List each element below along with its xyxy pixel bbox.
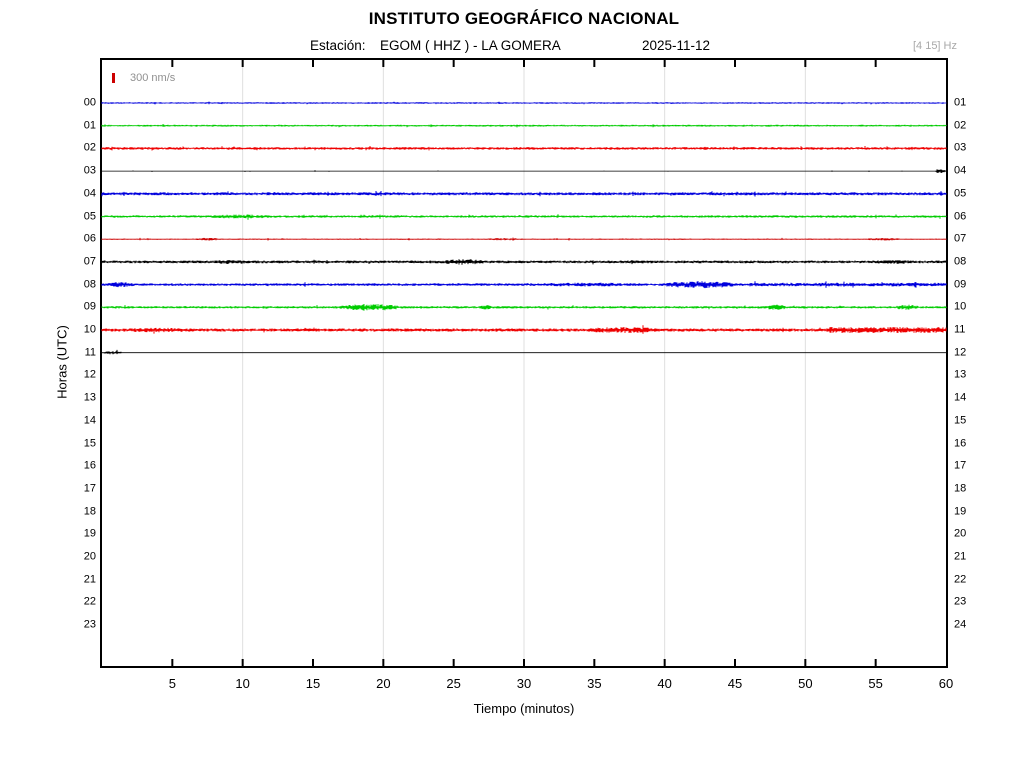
right-hour-label-07: 07	[954, 232, 967, 245]
trace-hour-00	[101, 101, 947, 105]
x-tick-label-45: 45	[727, 676, 743, 691]
right-hour-label-13: 13	[954, 368, 967, 381]
x-tick-label-15: 15	[305, 676, 321, 691]
left-hour-label-11: 11	[84, 346, 96, 359]
right-hour-label-09: 09	[954, 278, 967, 291]
trace-hour-03	[101, 169, 947, 173]
amplitude-scale-label: 300 nm/s	[130, 72, 176, 84]
right-hour-label-04: 04	[954, 164, 967, 177]
left-hour-label-06: 06	[83, 232, 96, 245]
trace-hour-02	[101, 146, 947, 151]
right-hour-label-02: 02	[954, 119, 967, 132]
trace-hour-01	[101, 124, 947, 128]
right-hour-label-20: 20	[954, 527, 967, 540]
record-date: 2025-11-12	[642, 38, 711, 53]
right-hour-label-11: 11	[954, 323, 966, 336]
helicorder-plot	[100, 58, 948, 668]
left-hour-label-09: 09	[83, 300, 96, 313]
trace-hour-06	[101, 237, 947, 241]
right-hour-label-22: 22	[954, 573, 967, 586]
right-hour-label-10: 10	[954, 300, 967, 313]
x-tick-label-50: 50	[798, 676, 813, 691]
left-hour-label-04: 04	[83, 187, 96, 200]
right-hour-label-06: 06	[954, 210, 967, 222]
right-hour-label-03: 03	[954, 141, 967, 154]
station-label: Estación:	[310, 38, 366, 53]
x-tick-label-25: 25	[446, 676, 461, 691]
trace-hour-07	[101, 259, 947, 265]
left-hour-label-14: 14	[83, 414, 96, 427]
trace-hour-09	[101, 304, 947, 311]
x-tick-label-30: 30	[516, 676, 532, 691]
left-hour-label-20: 20	[83, 550, 96, 563]
right-hour-label-18: 18	[954, 482, 967, 495]
x-tick-label-10: 10	[235, 676, 250, 691]
right-hour-label-16: 16	[954, 437, 967, 449]
right-hour-label-08: 08	[954, 255, 967, 268]
bandpass-filter-label: [4 15] Hz	[912, 40, 957, 52]
trace-hour-10	[101, 325, 947, 334]
x-tick-label-55: 55	[868, 676, 883, 691]
left-hour-label-18: 18	[83, 505, 96, 518]
page-title: INSTITUTO GEOGRÁFICO NACIONAL	[368, 9, 680, 28]
left-hour-label-10: 10	[83, 323, 96, 336]
left-hour-label-01: 01	[83, 119, 96, 132]
x-tick-label-20: 20	[376, 676, 391, 691]
left-hour-label-13: 13	[83, 391, 96, 404]
left-hour-label-00: 00	[83, 96, 96, 109]
left-hour-label-05: 05	[83, 210, 96, 222]
right-hour-label-15: 15	[954, 414, 967, 427]
x-tick-label-5: 5	[168, 676, 176, 691]
right-hour-label-17: 17	[954, 459, 967, 472]
left-hour-label-12: 12	[83, 368, 96, 381]
right-hour-label-19: 19	[954, 505, 967, 518]
right-hour-label-23: 23	[954, 595, 967, 608]
right-hour-label-21: 21	[954, 550, 967, 563]
left-hour-label-19: 19	[83, 527, 96, 540]
trace-hour-05	[101, 214, 947, 220]
x-axis-title: Tiempo (minutos)	[473, 701, 575, 716]
left-hour-label-21: 21	[83, 573, 96, 586]
right-hour-label-05: 05	[954, 187, 967, 200]
left-hour-label-03: 03	[83, 164, 96, 177]
left-hour-label-15: 15	[83, 437, 96, 449]
amplitude-scale-bar-icon	[112, 73, 115, 83]
trace-hour-04	[101, 191, 947, 197]
left-hour-label-22: 22	[83, 595, 96, 608]
left-hour-label-07: 07	[83, 255, 96, 268]
trace-hour-08	[101, 281, 947, 289]
right-hour-label-12: 12	[954, 346, 967, 359]
left-hour-label-17: 17	[83, 482, 96, 495]
left-hour-label-02: 02	[83, 141, 96, 154]
left-hour-label-16: 16	[83, 459, 96, 472]
x-tick-label-40: 40	[657, 676, 672, 691]
right-hour-label-24: 24	[954, 618, 967, 631]
x-tick-label-35: 35	[587, 676, 602, 691]
station-value: EGOM ( HHZ ) - LA GOMERA	[380, 38, 561, 53]
y-axis-title: Horas (UTC)	[54, 325, 70, 399]
plot-frame	[100, 58, 948, 668]
right-hour-label-14: 14	[954, 391, 967, 404]
trace-hour-11	[101, 349, 947, 355]
x-tick-label-60: 60	[938, 676, 954, 691]
right-hour-label-01: 01	[954, 96, 967, 109]
left-hour-label-23: 23	[83, 618, 96, 631]
left-hour-label-08: 08	[83, 278, 96, 291]
